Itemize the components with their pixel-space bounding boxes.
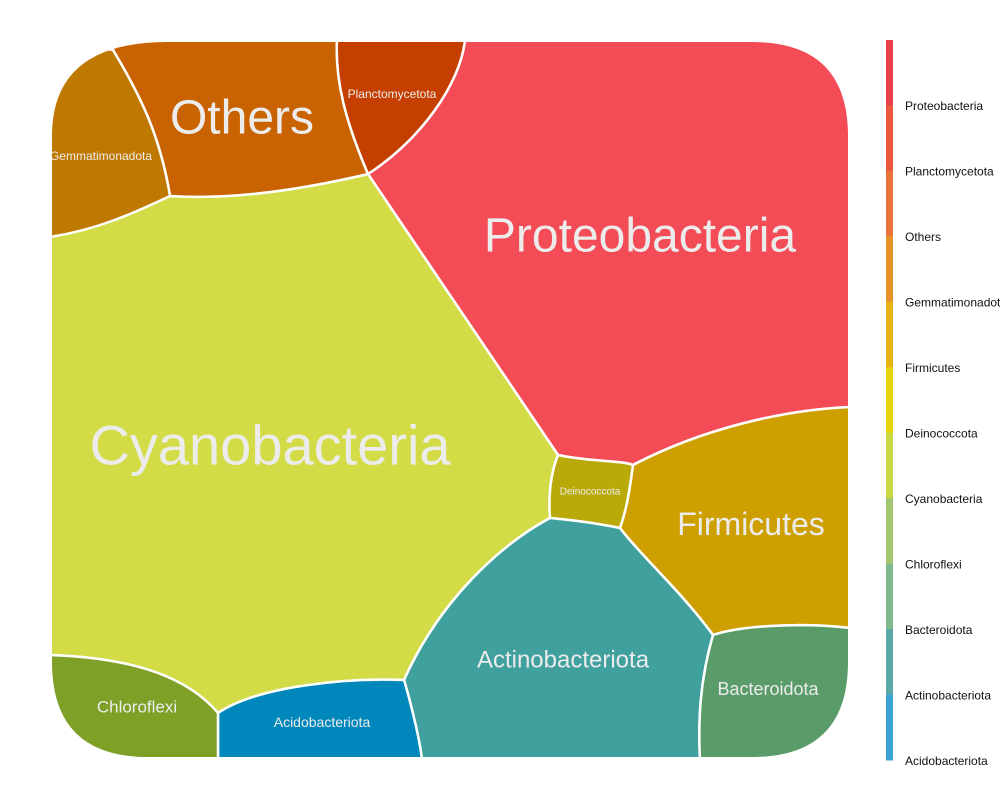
cell-gemmatimonadota bbox=[52, 42, 172, 239]
legend-label-chloroflexi: Chloroflexi bbox=[905, 558, 962, 572]
cell-label-proteobacteria: Proteobacteria bbox=[484, 210, 796, 263]
legend-label-deinococcota: Deinococcota bbox=[905, 427, 978, 441]
legend-label-cyanobacteria: Cyanobacteria bbox=[905, 492, 983, 506]
legend-color-segment bbox=[886, 301, 893, 368]
legend-label-actinobacteriota: Actinobacteriota bbox=[905, 689, 991, 703]
legend-label-bacteroidota: Bacteroidota bbox=[905, 623, 973, 637]
legend-label-firmicutes: Firmicutes bbox=[905, 361, 960, 375]
legend: Proteobacteria Planctomycetota Others Gemma… bbox=[886, 40, 1000, 768]
cell-label-acidobacteriota: Acidobacteriota bbox=[274, 714, 371, 730]
legend-color-segment bbox=[886, 498, 893, 565]
cell-label-deinococcota: Deinococcota bbox=[560, 487, 621, 498]
legend-label-others: Others bbox=[905, 230, 941, 244]
cell-label-others: Others bbox=[170, 92, 314, 145]
legend-color-segment bbox=[886, 629, 893, 696]
legend-color-segment bbox=[886, 236, 893, 303]
cell-bacteroidota bbox=[698, 623, 848, 757]
cell-chloroflexi bbox=[52, 653, 220, 757]
cell-label-firmicutes: Firmicutes bbox=[677, 506, 825, 542]
cell-label-gemmatimonadota: Gemmatimonadota bbox=[50, 149, 152, 163]
legend-color-segment bbox=[886, 367, 893, 434]
labels-group: Proteobacteria Cyanobacteria Others Gemmati… bbox=[50, 87, 825, 730]
legend-color-segment bbox=[886, 563, 893, 630]
legend-color-segment bbox=[886, 105, 893, 172]
cell-planctomycetota bbox=[335, 42, 467, 176]
cell-label-cyanobacteria: Cyanobacteria bbox=[89, 414, 451, 477]
legend-label-proteobacteria: Proteobacteria bbox=[905, 99, 983, 113]
cells-group bbox=[52, 42, 848, 757]
legend-color-segment bbox=[886, 40, 893, 106]
cell-label-planctomycetota: Planctomycetota bbox=[348, 87, 437, 101]
legend-label-acidobacteriota: Acidobacteriota bbox=[905, 754, 988, 768]
cell-label-bacteroidota: Bacteroidota bbox=[717, 679, 819, 699]
legend-label-gemmatimonadota: Gemmatimonadota bbox=[905, 296, 1000, 310]
cell-label-chloroflexi: Chloroflexi bbox=[97, 698, 177, 717]
legend-color-segment bbox=[886, 694, 893, 761]
legend-color-segment bbox=[886, 432, 893, 499]
cell-label-actinobacteriota: Actinobacteriota bbox=[477, 647, 650, 674]
legend-color-segment bbox=[886, 170, 893, 237]
legend-label-planctomycetota: Planctomycetota bbox=[905, 165, 994, 179]
cell-acidobacteriota bbox=[216, 678, 424, 757]
